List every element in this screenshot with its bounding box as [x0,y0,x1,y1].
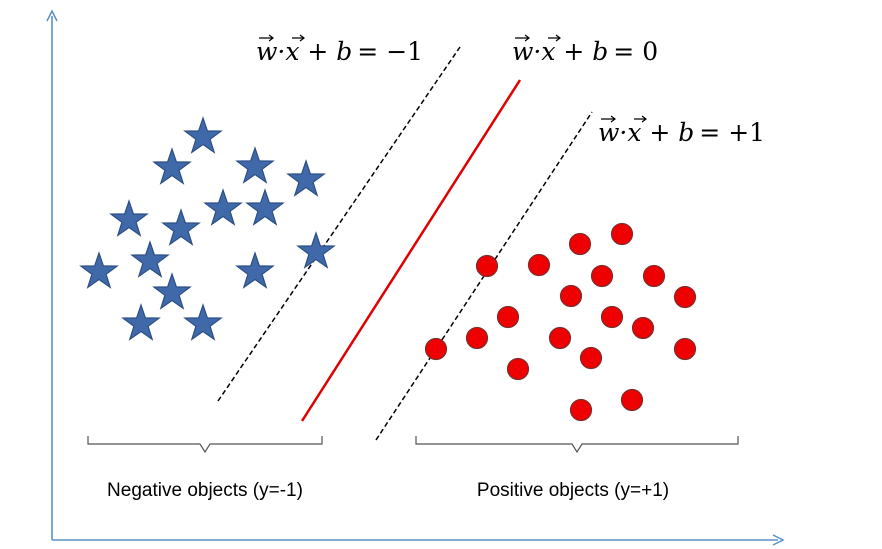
svg-text:w·x + b= −1: w·x + b = −1 [256,37,423,66]
equation-rhs: = 0 [613,37,658,66]
star-icon [152,272,192,310]
circle-icon [610,222,634,246]
svg-text:w·x + b= +1: w·x + b = +1 [598,118,765,147]
circle-icon [673,337,697,361]
star-icon [130,240,170,278]
equation-positive-margin: w·x + b = +1 [598,115,765,147]
circle-icon [673,285,697,309]
star-icon [183,303,223,341]
circle-icon [496,305,520,329]
negative-brace [87,436,323,454]
circle-icon [600,305,624,329]
positive-brace [415,436,739,454]
vector-arrow-x [634,115,647,123]
star-icon [109,199,149,237]
circle-icon [559,284,583,308]
equation-lhs: w·x + b [256,37,352,66]
star-icon [79,251,119,289]
star-icon [296,231,336,269]
positive-caption: Positive objects (y=+1) [477,480,669,501]
star-icon [235,146,275,184]
equation-rhs: = +1 [699,118,765,147]
equation-rhs: = −1 [357,37,423,66]
circle-icon [424,337,448,361]
star-icon [161,208,201,246]
circle-icon [579,346,603,370]
circle-icon [475,254,499,278]
negative-objects-group [79,116,336,341]
star-icon [152,147,192,185]
circle-icon [548,326,572,350]
equation-lhs: w·x + b [598,118,694,147]
equation-decision-boundary: w·x + b = 0 [512,34,658,66]
circle-icon [569,398,593,422]
circle-icon [568,232,592,256]
star-icon [286,159,326,197]
equation-lhs: w·x + b [512,37,608,66]
star-icon [235,251,275,289]
circle-icon [590,264,614,288]
negative-caption: Negative objects (y=-1) [107,480,303,501]
vector-arrow-x [548,34,561,42]
circle-icon [631,316,655,340]
circle-icon [642,264,666,288]
vector-arrow-w [259,34,274,42]
circle-icon [506,357,530,381]
star-icon [203,188,243,226]
svg-text:w·x + b= 0: w·x + b = 0 [512,37,658,66]
vector-arrow-x [292,34,305,42]
equation-negative-margin: w·x + b = −1 [256,34,423,66]
circle-icon [465,326,489,350]
vector-arrow-w [515,34,530,42]
star-icon [121,303,161,341]
circle-icon [527,253,551,277]
positive-objects-group [424,222,697,422]
star-icon [245,188,285,226]
vector-arrow-w [601,115,616,123]
decision-boundary-line [300,79,522,422]
circle-icon [620,388,644,412]
star-icon [183,116,223,154]
